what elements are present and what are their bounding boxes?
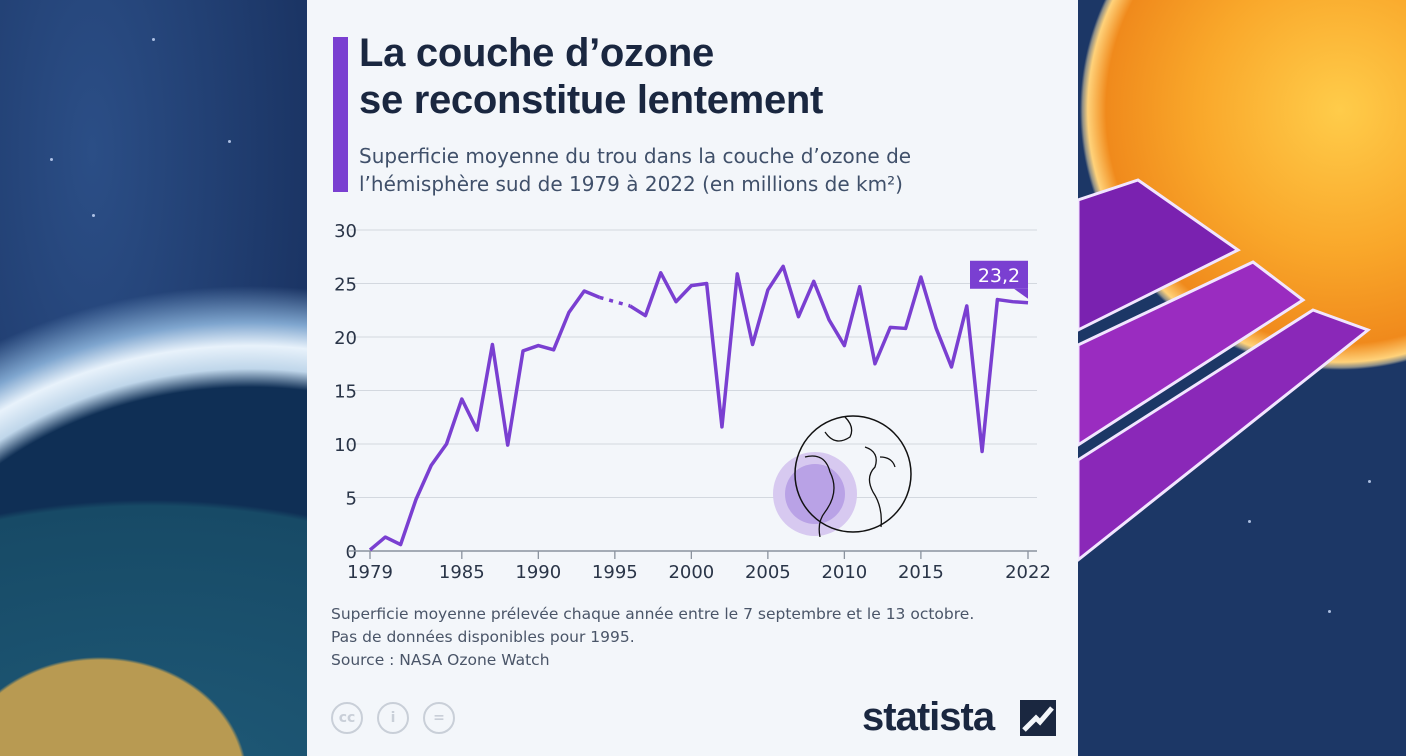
- subtitle-line: Superficie moyenne du trou dans la couch…: [359, 144, 912, 168]
- y-tick-label: 0: [346, 542, 357, 563]
- x-tick-label: 1979: [347, 562, 393, 583]
- line-chart: 0 5 10 15 20 25 30 1979 1985 1990 1995 2000 2005 2010…: [334, 221, 1051, 583]
- missing-data-line: [599, 295, 631, 308]
- x-tick-label: 2000: [668, 562, 714, 583]
- infographic-card: La couche d’ozone se reconstitue lenteme…: [307, 0, 1078, 756]
- value-callout-pointer: [1014, 288, 1028, 299]
- uv-rays: [1078, 178, 1372, 562]
- y-tick-label: 15: [334, 382, 357, 403]
- no-derivatives-icon[interactable]: =: [423, 702, 455, 734]
- title-accent-bar: [333, 37, 348, 192]
- y-tick-label: 25: [334, 275, 357, 296]
- subtitle-line: l’hémisphère sud de 1979 à 2022 (en mill…: [359, 172, 903, 196]
- star: [1248, 520, 1251, 523]
- star: [152, 38, 155, 41]
- data-line-segment: [368, 289, 601, 552]
- uv-ray: [1078, 178, 1241, 332]
- note-line: Superficie moyenne prélevée chaque année…: [331, 605, 975, 623]
- x-tick-label: 2022: [1005, 562, 1051, 583]
- star: [92, 214, 95, 217]
- x-tick-label: 1995: [592, 562, 638, 583]
- star: [1368, 480, 1371, 483]
- x-tick-label: 1990: [515, 562, 561, 583]
- note-line: Pas de données disponibles pour 1995.: [331, 628, 635, 646]
- x-tick-label: 1985: [439, 562, 485, 583]
- cc-icon[interactable]: cc: [331, 702, 363, 734]
- attribution-icon[interactable]: i: [377, 702, 409, 734]
- y-tick-label: 20: [334, 328, 357, 349]
- value-callout-label: 23,2: [978, 265, 1020, 287]
- x-tick-label: 2005: [745, 562, 791, 583]
- source-line: Source : NASA Ozone Watch: [331, 651, 550, 669]
- y-tick-label: 5: [346, 489, 357, 510]
- uv-ray: [1078, 260, 1306, 447]
- globe-icon: [773, 415, 912, 537]
- star: [50, 158, 53, 161]
- x-tick-label: 2015: [898, 562, 944, 583]
- chart-notes: Superficie moyenne prélevée chaque année…: [331, 603, 974, 672]
- star: [1328, 610, 1331, 613]
- title-line: La couche d’ozone: [359, 31, 714, 75]
- title-line: se reconstitue lentement: [359, 78, 824, 122]
- x-tick-label: 2010: [821, 562, 867, 583]
- star: [228, 140, 231, 143]
- background-sun: [1078, 0, 1406, 756]
- y-tick-label: 10: [334, 435, 357, 456]
- value-callout: [970, 260, 1028, 289]
- statista-logo-mark: [1020, 700, 1056, 736]
- background-earth: [0, 0, 307, 756]
- statista-logo[interactable]: statista: [862, 695, 995, 739]
- subtitle: Superficie moyenne du trou dans la couch…: [359, 142, 1059, 198]
- uv-ray: [1078, 308, 1372, 562]
- page-title: La couche d’ozone se reconstitue lenteme…: [359, 30, 823, 124]
- y-tick-label: 30: [334, 221, 357, 242]
